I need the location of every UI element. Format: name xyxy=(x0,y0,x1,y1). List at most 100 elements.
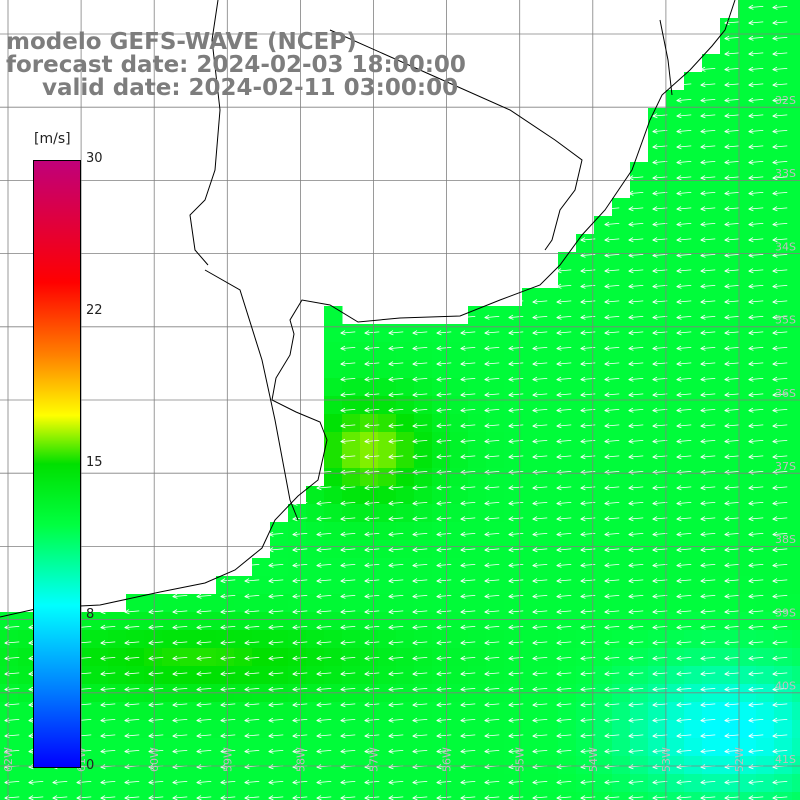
speed-cell xyxy=(468,432,487,451)
speed-cell xyxy=(450,504,469,523)
speed-cell xyxy=(720,216,739,235)
speed-cell xyxy=(540,396,559,415)
speed-cell xyxy=(360,504,379,523)
speed-cell xyxy=(270,702,289,721)
speed-cell xyxy=(594,648,613,667)
wind-arrow xyxy=(700,283,716,289)
speed-cell xyxy=(342,702,361,721)
speed-cell xyxy=(540,486,559,505)
wind-arrow xyxy=(628,578,644,584)
wind-arrow xyxy=(364,686,380,692)
speed-cell xyxy=(792,198,800,217)
wind-arrow xyxy=(532,531,548,537)
speed-cell xyxy=(522,522,541,541)
speed-cell xyxy=(288,792,307,800)
speed-cell xyxy=(558,360,577,379)
speed-cell xyxy=(774,162,793,181)
speed-cell xyxy=(378,432,397,451)
speed-cell xyxy=(630,324,649,343)
wind-arrow xyxy=(268,578,284,584)
speed-cell xyxy=(468,666,487,685)
wind-arrow xyxy=(724,500,740,506)
wind-arrow xyxy=(460,345,476,351)
speed-cell xyxy=(360,378,379,397)
wind-arrow xyxy=(604,655,620,661)
speed-cell xyxy=(90,684,109,703)
wind-arrow xyxy=(772,423,788,429)
wind-arrow xyxy=(508,376,524,382)
wind-arrow xyxy=(412,686,428,692)
speed-cell xyxy=(558,306,577,325)
colorbar-tick-8: 8 xyxy=(86,607,95,622)
wind-arrow xyxy=(148,671,164,677)
speed-cell xyxy=(558,468,577,487)
speed-cell xyxy=(378,738,397,757)
wind-arrow xyxy=(628,640,644,646)
speed-cell xyxy=(684,576,703,595)
speed-cell xyxy=(468,378,487,397)
wind-arrow xyxy=(676,144,692,150)
speed-cell xyxy=(792,666,800,685)
wind-arrow xyxy=(628,299,644,305)
wind-arrow xyxy=(436,376,452,382)
wind-arrow xyxy=(364,578,380,584)
wind-arrow xyxy=(220,779,236,785)
speed-cell xyxy=(792,234,800,253)
speed-cell xyxy=(396,468,415,487)
wind-arrow xyxy=(364,702,380,708)
wind-arrow xyxy=(124,779,140,785)
speed-cell xyxy=(360,576,379,595)
speed-cell xyxy=(270,738,289,757)
speed-cell xyxy=(324,702,343,721)
speed-cell xyxy=(342,558,361,577)
speed-cell xyxy=(702,414,721,433)
wind-arrow xyxy=(172,640,188,646)
wind-arrow xyxy=(532,330,548,336)
speed-cell xyxy=(342,630,361,649)
wind-arrow xyxy=(220,686,236,692)
speed-cell xyxy=(630,270,649,289)
speed-cell xyxy=(738,72,757,91)
speed-cell xyxy=(144,756,163,775)
speed-cell xyxy=(792,54,800,73)
wind-arrow xyxy=(484,361,500,367)
wind-arrow xyxy=(364,624,380,630)
wind-arrow xyxy=(748,113,764,119)
speed-cell xyxy=(162,630,181,649)
speed-cell xyxy=(702,306,721,325)
speed-cell xyxy=(738,342,757,361)
speed-cell xyxy=(414,396,433,415)
speed-cell xyxy=(216,630,235,649)
speed-cell xyxy=(108,612,127,631)
speed-cell xyxy=(756,522,775,541)
speed-cell xyxy=(666,630,685,649)
speed-cell xyxy=(396,612,415,631)
wind-arrow xyxy=(772,407,788,413)
speed-cell xyxy=(396,558,415,577)
wind-arrow xyxy=(220,717,236,723)
wind-arrow xyxy=(724,748,740,754)
speed-cell xyxy=(342,756,361,775)
wind-arrow xyxy=(676,640,692,646)
wind-arrow xyxy=(604,314,620,320)
speed-cell xyxy=(432,612,451,631)
speed-cell xyxy=(324,324,343,343)
wind-arrow xyxy=(700,686,716,692)
wind-arrow xyxy=(340,733,356,739)
wind-arrow xyxy=(340,531,356,537)
speed-cell xyxy=(594,378,613,397)
wind-arrow xyxy=(676,531,692,537)
speed-cell xyxy=(396,576,415,595)
wind-arrow xyxy=(244,578,260,584)
wind-arrow xyxy=(748,578,764,584)
wind-arrow xyxy=(508,562,524,568)
speed-cell xyxy=(594,468,613,487)
speed-cell xyxy=(288,774,307,793)
wind-arrow xyxy=(484,345,500,351)
wind-arrow xyxy=(772,500,788,506)
speed-cell xyxy=(378,450,397,469)
speed-cell xyxy=(234,774,253,793)
wind-arrow xyxy=(748,516,764,522)
speed-cell xyxy=(612,630,631,649)
wind-arrow xyxy=(772,4,788,10)
